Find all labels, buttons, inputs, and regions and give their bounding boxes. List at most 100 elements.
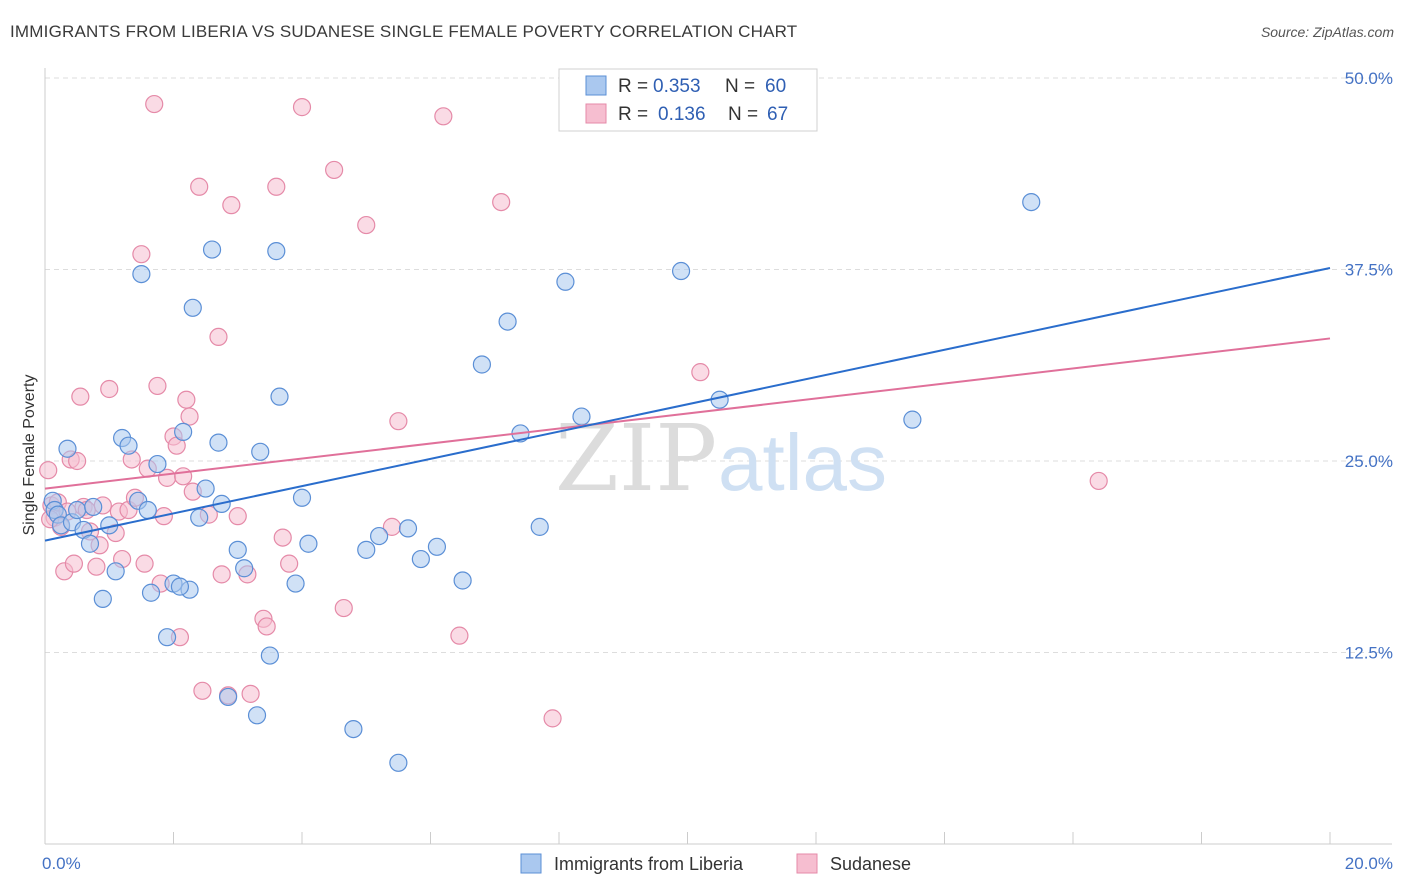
liberia-point: [270, 387, 289, 406]
liberia-trend-line: [44, 266, 1331, 542]
sudanese-trend-line: [44, 337, 1331, 490]
sudanese-point: [68, 451, 87, 471]
liberia-point: [68, 500, 87, 520]
liberia-point: [219, 687, 238, 707]
liberia-point: [389, 753, 408, 772]
sudanese-point: [177, 390, 196, 409]
liberia-point: [183, 298, 202, 317]
liberia-point: [411, 549, 430, 569]
legend-series: Immigrants from Liberia Sudanese: [520, 853, 911, 874]
liberia-point: [174, 422, 193, 441]
sudanese-point: [71, 387, 90, 406]
liberia-point: [93, 589, 112, 608]
trend-lines: [44, 266, 1331, 542]
sudanese-point: [64, 554, 84, 573]
sudanese-point: [190, 177, 209, 196]
sudanese-point: [691, 363, 710, 382]
legend-stats: R = 0.353 N = 60 R = 0.136 N = 67: [558, 68, 818, 132]
liberia-point: [299, 534, 318, 553]
sudanese-point: [212, 565, 231, 584]
sudanese-point: [543, 709, 562, 728]
liberia-point: [106, 562, 125, 581]
sudanese-point: [87, 557, 106, 576]
liberia-point: [572, 407, 591, 426]
liberia-point: [427, 537, 447, 556]
legend-r-value-sudanese: 0.136: [658, 104, 706, 125]
sudanese-point: [450, 626, 469, 645]
liberia-point: [80, 534, 100, 553]
legend-swatch-liberia: [585, 75, 607, 96]
y-axis-label: Single Female Poverty: [21, 375, 38, 536]
legend-series-swatch-sudanese: [796, 853, 818, 874]
liberia-point: [292, 488, 312, 507]
sudanese-point: [267, 177, 286, 196]
liberia-point: [267, 242, 286, 261]
liberia-point: [84, 497, 103, 517]
liberia-point: [247, 706, 267, 725]
liberia-point: [202, 240, 222, 259]
legend-swatch-sudanese: [585, 103, 607, 124]
liberia-point: [1022, 192, 1041, 212]
liberia-point: [141, 583, 161, 602]
sudanese-point: [209, 327, 228, 347]
sudanese-point: [334, 598, 353, 618]
sudanese-point: [193, 681, 212, 700]
sudanese-point: [100, 379, 119, 399]
liberia-point: [286, 574, 305, 593]
liberia-point: [251, 442, 270, 461]
legend-r-value-liberia: 0.353: [653, 76, 701, 97]
legend-n-value-sudanese: 67: [767, 104, 788, 125]
sudanese-point: [389, 412, 408, 431]
liberia-point: [138, 500, 157, 520]
liberia-point: [260, 646, 279, 665]
legend-n-value-liberia: 60: [765, 76, 786, 97]
sudanese-point: [39, 461, 58, 480]
liberia-point: [556, 272, 575, 291]
y-tick-label: 25.0%: [1345, 452, 1393, 471]
sudanese-point: [180, 407, 199, 426]
sudanese-point: [257, 617, 276, 636]
watermark-atlas: atlas: [718, 418, 887, 507]
liberia-point: [453, 571, 472, 590]
liberia-point: [344, 719, 363, 739]
liberia-point: [148, 454, 167, 474]
legend-series-label-liberia: Immigrants from Liberia: [554, 854, 744, 874]
y-tick-label: 50.0%: [1345, 69, 1393, 88]
legend-n-label-liberia: N =: [725, 76, 755, 97]
liberia-point: [530, 517, 549, 536]
axis-layer: 12.5% 25.0% 37.5% 50.0% 0.0% 20.0%: [42, 68, 1393, 873]
sudanese-point: [280, 554, 299, 573]
liberia-point: [398, 519, 418, 538]
legend-r-label-liberia: R =: [618, 76, 648, 97]
liberia-point: [357, 540, 376, 559]
sudanese-point: [434, 107, 453, 126]
liberia-point: [170, 577, 190, 596]
sudanese-point: [273, 528, 292, 547]
liberia-point: [157, 628, 177, 647]
x-tick-label: 0.0%: [42, 854, 81, 873]
sudanese-point: [228, 507, 247, 526]
liberia-point: [228, 540, 247, 559]
sudanese-point: [492, 192, 511, 212]
liberia-point: [235, 559, 254, 578]
liberia-points: [43, 192, 1041, 772]
sudanese-point: [325, 160, 344, 180]
sudanese-point: [222, 196, 241, 215]
sudanese-point: [1089, 471, 1108, 491]
liberia-point: [119, 436, 138, 455]
sudanese-point: [292, 98, 312, 117]
sudanese-point: [174, 467, 193, 486]
legend-r-label-sudanese: R =: [618, 104, 648, 125]
sudanese-point: [241, 684, 260, 703]
liberia-point: [903, 410, 922, 429]
sudanese-point: [145, 94, 164, 114]
liberia-point: [190, 508, 209, 527]
liberia-point: [196, 479, 215, 498]
y-tick-label: 12.5%: [1345, 644, 1393, 663]
y-tick-label: 37.5%: [1345, 261, 1393, 280]
liberia-point: [671, 261, 691, 281]
liberia-point: [209, 433, 228, 452]
chart-source: Source: ZipAtlas.com: [1260, 24, 1394, 40]
legend-series-label-sudanese: Sudanese: [830, 854, 911, 874]
